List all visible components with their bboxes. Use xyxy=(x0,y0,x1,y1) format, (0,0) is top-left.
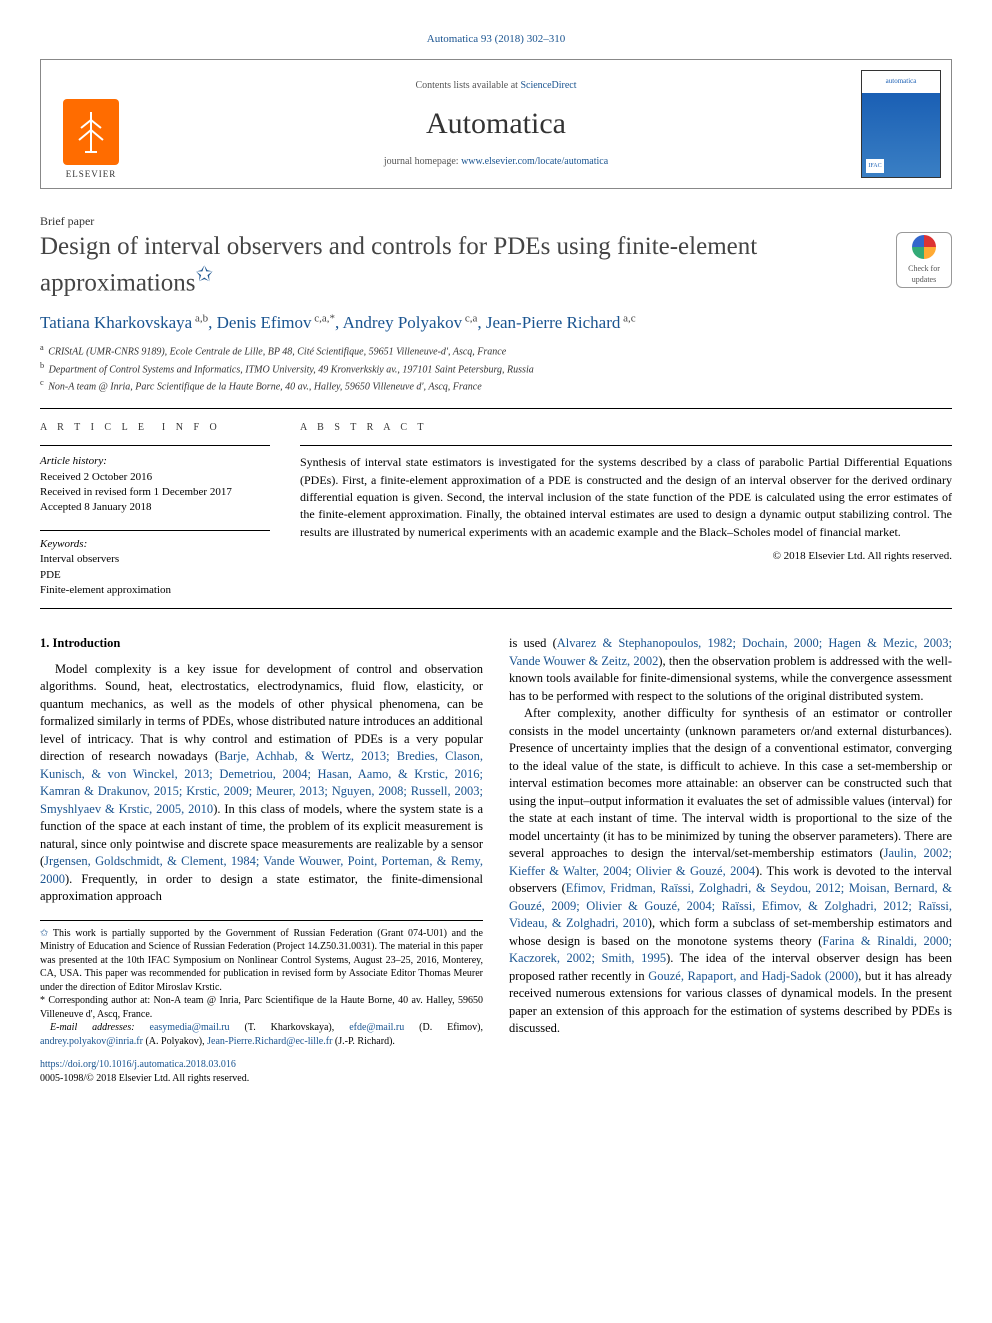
contents-available: Contents lists available at ScienceDirec… xyxy=(151,79,841,93)
banner-center: Contents lists available at ScienceDirec… xyxy=(141,60,851,188)
history-item: Received 2 October 2016 xyxy=(40,470,270,485)
abstract-block: A B S T R A C T Synthesis of interval st… xyxy=(300,421,952,598)
affiliation: b Department of Control Systems and Info… xyxy=(40,360,952,377)
section-heading: 1. Introduction xyxy=(40,635,483,653)
sciencedirect-link[interactable]: ScienceDirect xyxy=(520,80,576,91)
history-item: Received in revised form 1 December 2017 xyxy=(40,485,270,500)
abstract-copyright: © 2018 Elsevier Ltd. All rights reserved… xyxy=(300,549,952,564)
article-info-heading: A R T I C L E I N F O xyxy=(40,421,270,435)
history-label: Article history: xyxy=(40,454,270,469)
author-link[interactable]: Denis Efimov xyxy=(217,313,312,332)
title-text: Design of interval observers and control… xyxy=(40,233,757,296)
keyword: PDE xyxy=(40,568,270,583)
article-info: A R T I C L E I N F O Article history: R… xyxy=(40,421,270,598)
keyword: Finite-element approximation xyxy=(40,583,270,598)
elsevier-logo: ELSEVIER xyxy=(63,99,119,181)
body-text: 1. Introduction Model complexity is a ke… xyxy=(40,635,952,1086)
rule-abstract xyxy=(300,445,952,446)
journal-banner: ELSEVIER Contents lists available at Sci… xyxy=(40,59,952,189)
elsevier-tree-icon xyxy=(63,99,119,165)
homepage-prefix: journal homepage: xyxy=(384,156,461,167)
keyword: Interval observers xyxy=(40,552,270,567)
affiliation: a CRIStAL (UMR-CNRS 9189), Ecole Central… xyxy=(40,342,952,359)
email-link[interactable]: andrey.polyakov@inria.fr xyxy=(40,1036,143,1047)
abstract-heading: A B S T R A C T xyxy=(300,421,952,435)
paragraph: is used (Alvarez & Stephanopoulos, 1982;… xyxy=(509,635,952,705)
issn-line: 0005-1098/© 2018 Elsevier Ltd. All right… xyxy=(40,1073,249,1084)
author-aff: a,c xyxy=(620,312,635,324)
homepage-link[interactable]: www.elsevier.com/locate/automatica xyxy=(461,156,608,167)
footnotes: ✩ This work is partially supported by th… xyxy=(40,920,483,1049)
affiliations: a CRIStAL (UMR-CNRS 9189), Ecole Central… xyxy=(40,342,952,394)
author-aff: c,a,* xyxy=(312,312,336,324)
footnote-funding: ✩ This work is partially supported by th… xyxy=(40,927,483,995)
paper-title: Design of interval observers and control… xyxy=(40,232,876,298)
authors-list: Tatiana Kharkovskaya a,b, Denis Efimov c… xyxy=(40,311,952,335)
cover-thumbnail-cell: automatica IFAC xyxy=(851,60,951,188)
publisher-logo-cell: ELSEVIER xyxy=(41,60,141,188)
cover-title: automatica xyxy=(862,71,940,93)
cover-badge: IFAC xyxy=(866,159,884,173)
rule-keywords xyxy=(40,530,270,531)
email-link[interactable]: Jean-Pierre.Richard@ec-lille.fr xyxy=(207,1036,332,1047)
journal-homepage: journal homepage: www.elsevier.com/locat… xyxy=(151,155,841,169)
abstract-text: Synthesis of interval state estimators i… xyxy=(300,454,952,541)
info-abstract-row: A R T I C L E I N F O Article history: R… xyxy=(40,409,952,608)
journal-name: Automatica xyxy=(151,103,841,145)
doi-block: https://doi.org/10.1016/j.automatica.201… xyxy=(40,1058,483,1086)
check-updates-badge[interactable]: Check for updates xyxy=(896,232,952,288)
author-link[interactable]: Jean-Pierre Richard xyxy=(486,313,621,332)
author-aff: c,a xyxy=(462,312,477,324)
title-footnote-mark: ✩ xyxy=(196,262,213,286)
elsevier-wordmark: ELSEVIER xyxy=(66,168,117,181)
title-row: Design of interval observers and control… xyxy=(40,232,952,298)
keywords-label: Keywords: xyxy=(40,537,270,552)
crossmark-icon xyxy=(912,235,936,259)
rule-bottom xyxy=(40,608,952,609)
author-aff: a,b xyxy=(192,312,208,324)
affiliation: c Non-A team @ Inria, Parc Scientifique … xyxy=(40,377,952,394)
email-link[interactable]: efde@mail.ru xyxy=(349,1022,404,1033)
cover-thumbnail: automatica IFAC xyxy=(861,70,941,178)
citation-link[interactable]: Gouzé, Rapaport, and Hadj-Sadok (2000) xyxy=(648,969,858,983)
contents-prefix: Contents lists available at xyxy=(415,80,520,91)
paper-type: Brief paper xyxy=(40,213,952,230)
check-updates-label: Check for updates xyxy=(897,263,951,285)
history-item: Accepted 8 January 2018 xyxy=(40,500,270,515)
rule-info xyxy=(40,445,270,446)
author-link[interactable]: Tatiana Kharkovskaya xyxy=(40,313,192,332)
paragraph: Model complexity is a key issue for deve… xyxy=(40,661,483,906)
footnote-corresponding: * Corresponding author at: Non-A team @ … xyxy=(40,994,483,1021)
footnote-emails: E-mail addresses: easymedia@mail.ru (T. … xyxy=(40,1021,483,1048)
email-link[interactable]: easymedia@mail.ru xyxy=(150,1022,230,1033)
author-link[interactable]: Andrey Polyakov xyxy=(343,313,462,332)
header-citation: Automatica 93 (2018) 302–310 xyxy=(40,32,952,47)
paragraph: After complexity, another difficulty for… xyxy=(509,705,952,1038)
doi-link[interactable]: https://doi.org/10.1016/j.automatica.201… xyxy=(40,1059,236,1070)
